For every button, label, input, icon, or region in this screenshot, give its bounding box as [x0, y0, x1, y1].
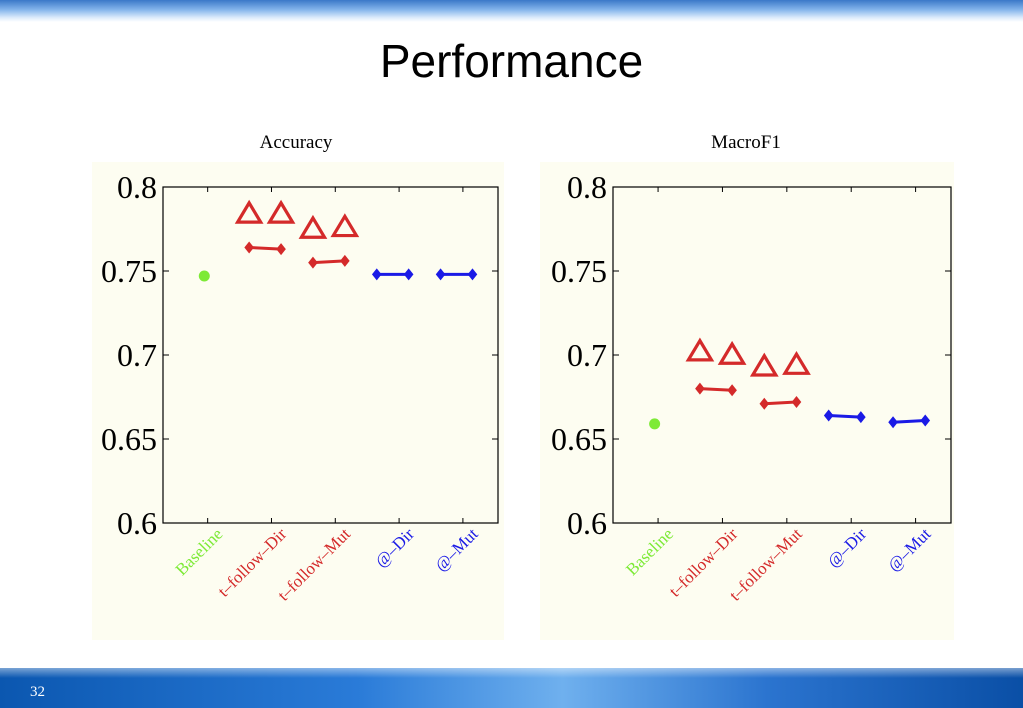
accuracy-plot-frame	[162, 186, 499, 524]
accuracy-ytick-label: 0.75	[101, 253, 157, 289]
macrof1-diamond-point	[727, 384, 737, 397]
macrof1-xtick-label: Baseline	[622, 524, 677, 579]
macrof1-triangle-point	[782, 350, 811, 375]
macrof1-ytick-label: 0.65	[551, 421, 607, 457]
macrof1-baseline-point	[649, 418, 661, 430]
accuracy-diamond-point	[308, 256, 318, 269]
macrof1-triangle-point	[685, 337, 715, 362]
accuracy-chart-title: Accuracy	[259, 132, 333, 153]
accuracy-ytick-label: 0.6	[117, 505, 157, 541]
accuracy-xtick-label: Baseline	[172, 524, 227, 579]
accuracy-diamond-point	[340, 254, 350, 267]
macrof1-triangle-point	[749, 352, 779, 377]
macrof1-ytick-label: 0.75	[551, 253, 607, 289]
page-number: 32	[30, 684, 45, 700]
macrof1-triangle-point	[717, 340, 747, 365]
macrof1-segment-line	[764, 400, 797, 406]
top-header-band	[0, 0, 1023, 22]
macrof1-diamond-point	[920, 414, 931, 427]
bottom-footer-band	[0, 668, 1023, 708]
macrof1-diamond-point	[888, 416, 898, 429]
accuracy-diamond-point	[244, 241, 254, 254]
macrof1-diamond-point	[823, 409, 834, 422]
slide-title: Performance	[379, 35, 644, 87]
accuracy-ytick-label: 0.65	[101, 421, 157, 457]
accuracy-xtick-label: @–Mut	[431, 524, 482, 575]
macrof1-xtick-label: @–Mut	[884, 524, 935, 575]
macrof1-segment-line	[828, 413, 861, 419]
macrof1-diamond-point	[759, 397, 770, 410]
macrof1-ytick-label: 0.7	[567, 337, 607, 373]
accuracy-ytick-label: 0.7	[117, 337, 157, 373]
macrof1-chart-title: MacroF1	[711, 132, 781, 153]
accuracy-diamond-point	[371, 268, 382, 281]
accuracy-chart-panel	[92, 162, 504, 640]
macrof1-diamond-point	[695, 382, 705, 395]
accuracy-baseline-point	[198, 270, 210, 282]
accuracy-segment-line	[249, 245, 282, 251]
accuracy-xtick-label: @–Dir	[371, 524, 418, 571]
accuracy-diamond-point	[276, 243, 286, 256]
macrof1-segment-line	[699, 387, 733, 392]
macrof1-ytick-label: 0.8	[567, 169, 607, 205]
macrof1-plot-frame	[612, 186, 952, 524]
accuracy-triangle-point	[330, 213, 360, 238]
macrof1-xtick-label: @–Dir	[824, 524, 871, 571]
accuracy-diamond-point	[467, 268, 478, 281]
accuracy-triangle-point	[234, 199, 264, 224]
macrof1-ytick-label: 0.6	[567, 505, 607, 541]
macrof1-diamond-point	[791, 396, 802, 409]
accuracy-ytick-label: 0.8	[117, 169, 157, 205]
accuracy-diamond-point	[403, 268, 414, 281]
accuracy-segment-line	[312, 259, 345, 265]
accuracy-triangle-point	[298, 214, 328, 239]
accuracy-triangle-point	[266, 199, 296, 224]
macrof1-segment-line	[892, 419, 926, 424]
macrof1-diamond-point	[856, 411, 866, 424]
accuracy-diamond-point	[435, 268, 446, 281]
macrof1-chart-panel	[540, 162, 954, 640]
